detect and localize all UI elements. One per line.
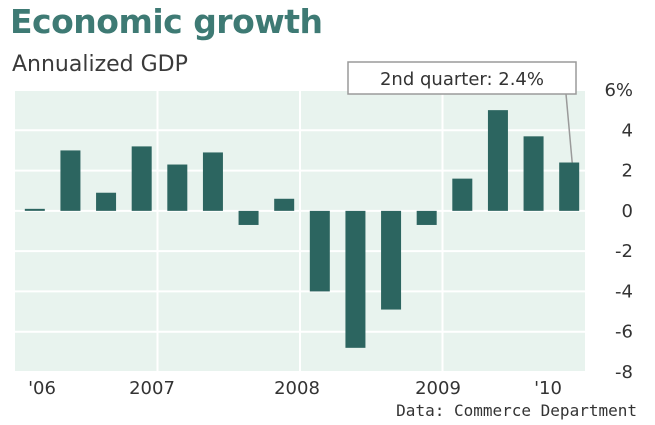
bar bbox=[24, 208, 45, 211]
bar bbox=[559, 162, 580, 211]
chart-subtitle: Annualized GDP bbox=[12, 52, 188, 77]
bar bbox=[274, 198, 295, 211]
y-tick-label: 6% bbox=[604, 80, 633, 101]
source-note: Data: Commerce Department bbox=[396, 401, 637, 420]
bar bbox=[60, 150, 81, 211]
bar bbox=[202, 152, 223, 211]
bar bbox=[309, 210, 330, 292]
annotation-box bbox=[347, 61, 577, 95]
y-tick-label: 0 bbox=[622, 201, 633, 222]
y-tick-label: 2 bbox=[622, 161, 633, 182]
x-tick-label: 2008 bbox=[274, 378, 320, 399]
y-axis-ticks: 6% 4 2 0 -2 -4 -6 -8 bbox=[604, 80, 633, 383]
x-tick-label: '10 bbox=[534, 378, 562, 399]
x-tick-label: '06 bbox=[28, 378, 56, 399]
annotation-pointer bbox=[565, 93, 573, 163]
bar bbox=[131, 146, 152, 211]
bars bbox=[24, 110, 580, 348]
y-tick-label: -6 bbox=[615, 322, 633, 343]
bar bbox=[487, 110, 508, 211]
y-tick-label: 4 bbox=[622, 120, 633, 141]
y-tick-label: -4 bbox=[615, 281, 633, 302]
bar bbox=[238, 210, 259, 225]
bar bbox=[381, 210, 402, 310]
x-axis-ticks: '06 2007 2008 2009 '10 bbox=[28, 378, 562, 399]
bar bbox=[345, 210, 366, 348]
annotation-text: 2nd quarter: 2.4% bbox=[380, 69, 544, 90]
x-tick-label: 2009 bbox=[415, 378, 461, 399]
y-tick-label: -2 bbox=[615, 241, 633, 262]
chart-title: Economic growth bbox=[10, 2, 323, 41]
bar bbox=[523, 136, 544, 211]
bar bbox=[96, 192, 117, 211]
x-tick-label: 2007 bbox=[129, 378, 175, 399]
bar bbox=[452, 178, 473, 211]
y-tick-label: -8 bbox=[615, 362, 633, 383]
annotation: 2nd quarter: 2.4% bbox=[347, 61, 577, 163]
bar bbox=[416, 210, 437, 225]
bar bbox=[167, 164, 188, 211]
